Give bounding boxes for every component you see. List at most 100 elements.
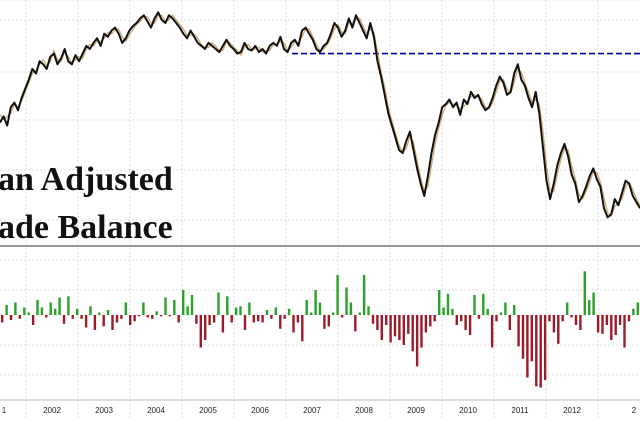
negative-bar [526,315,529,378]
negative-bar [552,315,556,333]
x-tick-label: 2010 [459,406,477,415]
negative-bar [283,315,286,319]
negative-bar [385,315,388,325]
negative-bar [129,315,132,325]
chart-title-line-2: ade Balance [0,209,173,246]
positive-bar [318,302,322,315]
x-tick-label: 2006 [251,406,269,415]
positive-bar [310,312,313,315]
negative-bar [433,315,436,322]
negative-bar [270,315,273,319]
negative-bar [614,315,617,335]
x-tick-label: 2002 [43,406,61,415]
positive-bar [36,300,39,315]
positive-bar [305,300,308,315]
positive-bar [592,292,595,315]
negative-bar [243,315,247,330]
positive-bar [265,310,269,315]
negative-bar [137,315,141,317]
positive-bar [23,307,26,315]
negative-bar [380,315,383,340]
negative-bar [402,315,405,345]
negative-bar [9,315,13,320]
main-series-line [0,11,640,219]
positive-bar [106,310,110,315]
positive-bar [486,308,489,316]
negative-bar [574,315,578,325]
positive-bar [583,271,586,316]
positive-bar [27,312,30,315]
positive-bar [336,275,339,315]
x-tick-label: 1 [2,406,7,415]
positive-bar [362,275,366,315]
x-tick-label: 2009 [407,406,425,415]
positive-bar [124,302,127,315]
negative-bar [177,315,180,323]
negative-bar [596,315,600,333]
positive-bar [367,306,370,316]
positive-bar [190,295,194,315]
negative-bar [464,315,467,330]
positive-bar [173,300,176,315]
negative-bar [398,315,401,340]
x-tick-label: 2004 [147,406,165,415]
negative-bar [257,315,260,322]
negative-bar [570,315,573,318]
positive-bar [40,307,44,315]
positive-bar [67,296,70,316]
negative-bar [605,315,609,325]
negative-bar [18,315,21,319]
positive-bar [98,312,101,315]
negative-bar [252,315,255,323]
positive-bar [345,287,348,315]
negative-bar [618,315,622,325]
positive-bar [513,305,516,315]
negative-bar [561,315,564,322]
positive-bar [504,302,507,315]
negative-bar [579,315,582,330]
negative-bar [1,315,4,323]
x-tick-label: 2007 [303,406,321,415]
bar-series [1,271,639,388]
positive-bar [451,308,454,316]
positive-bar [442,307,445,315]
chart-title-line-1: an Adjusted [0,161,173,198]
negative-bar [151,315,154,319]
positive-bar [473,295,476,315]
positive-bar [234,307,238,315]
negative-bar [376,315,379,330]
negative-bar [230,315,233,323]
x-tick-label: 2011 [511,406,529,415]
positive-bar [438,290,441,315]
negative-bar [323,315,326,329]
negative-bar [199,315,202,348]
negative-bar [354,315,357,332]
negative-bar [146,315,149,318]
positive-bar [499,312,503,315]
positive-bar [358,312,361,315]
negative-bar [159,315,163,317]
negative-bar [80,315,83,319]
positive-bar [142,302,145,315]
positive-bar [164,297,167,315]
negative-bar [468,315,472,335]
negative-bar [460,315,463,322]
negative-bar [261,315,264,323]
negative-bar [455,315,458,325]
negative-bar [279,315,282,329]
positive-bar [588,300,591,315]
positive-bar [632,308,635,316]
positive-bar [482,293,485,316]
negative-bar [539,315,542,388]
positive-bar [566,302,569,315]
negative-bar [120,315,123,319]
negative-bar [429,315,432,327]
positive-bar [314,290,317,315]
positive-bar [5,305,8,315]
negative-bar [517,315,520,347]
negative-bar [115,315,119,323]
negative-bar [623,315,626,348]
x-tick-label: 2003 [95,406,113,415]
